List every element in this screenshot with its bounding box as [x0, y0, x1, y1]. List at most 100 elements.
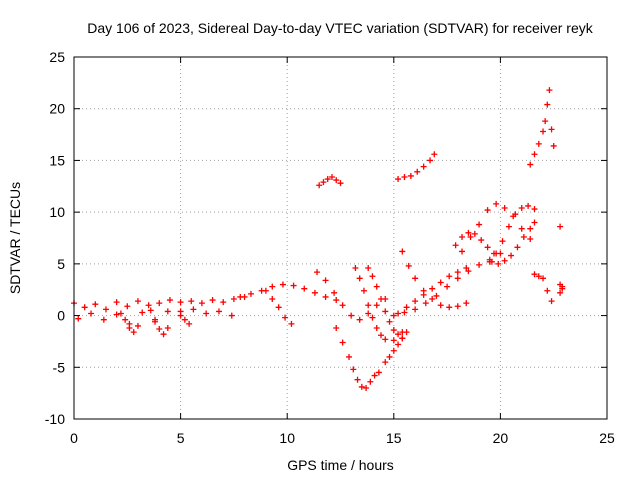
data-point [365, 264, 372, 271]
data-point [405, 262, 412, 269]
data-point [382, 308, 389, 315]
data-point [356, 316, 363, 323]
data-point [186, 320, 193, 327]
data-point [550, 142, 557, 149]
y-tick-label: -5 [53, 359, 66, 375]
data-point [399, 335, 406, 342]
data-point [459, 233, 466, 240]
data-point [548, 126, 555, 133]
data-point [452, 242, 459, 249]
data-point [177, 299, 184, 306]
data-point [501, 257, 508, 264]
y-tick-label: 0 [57, 308, 65, 324]
data-point [531, 151, 538, 158]
data-point [365, 310, 372, 317]
data-point [145, 302, 152, 309]
data-point [190, 306, 197, 313]
data-point [508, 252, 515, 259]
data-point [531, 206, 538, 213]
data-point [454, 275, 461, 282]
data-point [548, 298, 555, 305]
data-point [156, 300, 163, 307]
data-point [420, 291, 427, 298]
data-point [350, 366, 357, 373]
data-point [518, 205, 525, 212]
data-point [446, 273, 453, 280]
plot-frame [73, 56, 608, 420]
axis-ticks: 0 5 10 15 20 25 -10 -5 0 5 10 15 20 25 [45, 49, 615, 446]
data-point [378, 296, 385, 303]
data-point [540, 275, 547, 282]
data-point [333, 297, 340, 304]
data-point [495, 260, 502, 267]
data-point [164, 324, 171, 331]
data-point [382, 359, 389, 366]
data-point [429, 296, 436, 303]
data-point [444, 283, 451, 290]
series-small-dip [382, 329, 410, 366]
data-point [230, 296, 237, 303]
series-fall-afternoon-1 [314, 269, 389, 323]
data-point [375, 369, 382, 376]
data-point [401, 309, 408, 316]
y-tick-label: 20 [49, 101, 65, 117]
data-point [124, 303, 131, 310]
data-point [102, 306, 109, 313]
series-rise-evening-2 [395, 264, 470, 317]
data-point [363, 384, 370, 391]
data-point [512, 211, 519, 218]
data-point [557, 223, 564, 230]
data-point [446, 304, 453, 311]
data-point [463, 300, 470, 307]
data-point [527, 225, 534, 232]
data-point [401, 173, 408, 180]
data-point [92, 301, 99, 308]
data-point [279, 281, 286, 288]
data-point [493, 200, 500, 207]
data-point [488, 258, 495, 265]
data-point [371, 372, 378, 379]
data-point [339, 302, 346, 309]
data-point [535, 273, 542, 280]
data-point [399, 248, 406, 255]
data-point [437, 302, 444, 309]
data-point [422, 300, 429, 307]
x-tick-label: 25 [599, 430, 615, 446]
data-point [160, 331, 167, 338]
data-point [113, 299, 120, 306]
data-point [382, 336, 389, 343]
data-point [354, 376, 361, 383]
data-point [414, 168, 421, 175]
data-point [478, 237, 485, 244]
data-point [499, 238, 506, 245]
x-tick-label: 10 [279, 430, 295, 446]
data-point [188, 298, 195, 305]
data-point [275, 304, 282, 311]
data-point [164, 308, 171, 315]
data-point [358, 383, 365, 390]
data-point [130, 329, 137, 336]
data-point [501, 205, 508, 212]
data-point [454, 303, 461, 310]
data-point [290, 282, 297, 289]
data-point [331, 289, 338, 296]
data-point [203, 310, 210, 317]
data-point [437, 279, 444, 286]
data-point [395, 310, 402, 317]
data-point [431, 151, 438, 158]
data-point [352, 264, 359, 271]
data-point [75, 315, 82, 322]
data-point [181, 316, 188, 323]
data-point [407, 172, 414, 179]
data-point [147, 307, 154, 314]
x-axis-label: GPS time / hours [287, 457, 394, 473]
data-point [476, 221, 483, 228]
data-point [544, 287, 551, 294]
data-point [328, 173, 335, 180]
data-point [527, 161, 534, 168]
series-rise-late-morning [237, 281, 340, 304]
data-point [373, 302, 380, 309]
data-point [476, 261, 483, 268]
data-point [122, 316, 129, 323]
